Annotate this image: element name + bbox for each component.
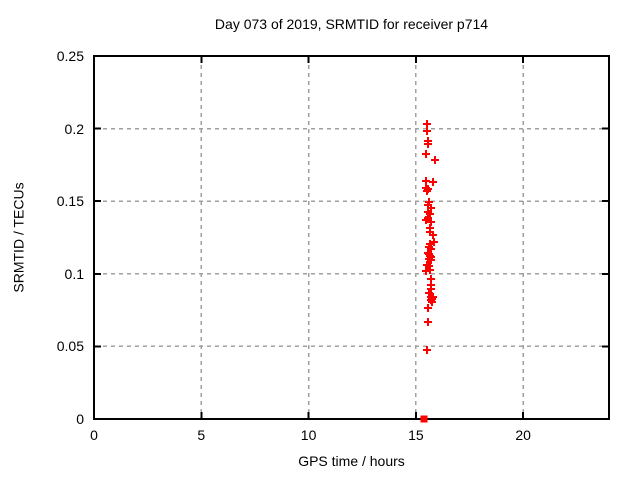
y-tick-label: 0.25 — [56, 48, 84, 64]
x-tick-label: 20 — [515, 427, 531, 443]
x-tick-label: 15 — [408, 427, 424, 443]
y-tick-label: 0 — [76, 411, 84, 427]
data-point-square — [420, 415, 428, 423]
data-points-plus — [422, 120, 439, 354]
x-axis-label: GPS time / hours — [298, 453, 405, 469]
y-tick-label: 0.15 — [56, 193, 84, 210]
y-tick-label: 0.05 — [56, 338, 84, 355]
chart-title: Day 073 of 2019, SRMTID for receiver p71… — [214, 16, 489, 32]
y-tick-label: 0.2 — [64, 120, 84, 137]
plot-border — [93, 55, 610, 420]
x-tick-label: 5 — [197, 427, 206, 443]
y-tick-label: 0.1 — [64, 265, 84, 282]
x-tick-label: 0 — [90, 427, 98, 443]
x-tick-label: 10 — [300, 427, 317, 443]
